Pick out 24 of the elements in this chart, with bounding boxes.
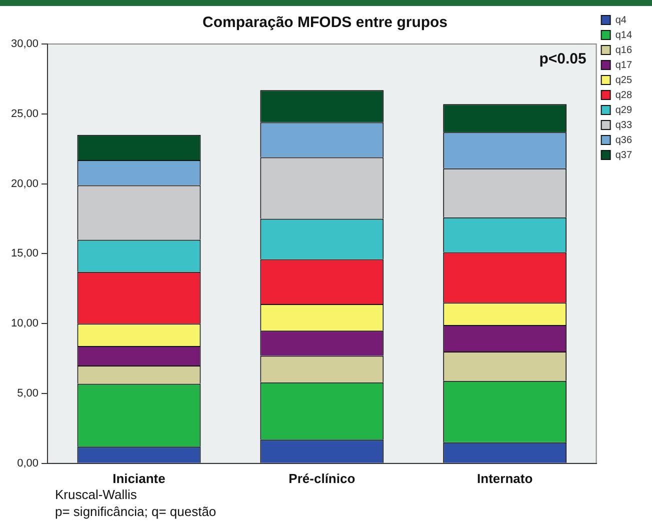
x-tick-label: Internato [477,470,533,486]
legend-label: q25 [615,74,632,86]
y-tick-label: 10,00 [10,318,39,330]
text: Kruscal-Wallis [55,486,138,503]
y-tick-label: 25,00 [10,108,39,120]
legend-label: q17 [615,60,632,71]
legend-label: q28 [615,90,632,101]
legend-label: q37 [615,150,632,161]
x-tick-label: Iniciante [112,470,166,486]
text: p= significância; q= questão [55,503,216,520]
legend-label: q16 [615,44,632,56]
y-tick-label: 30,00 [10,38,39,50]
legend-label: q4 [615,14,627,26]
legend-label: q36 [615,134,632,146]
legend-label: q14 [615,30,632,41]
chart-title: Comparação MFODS entre grupos [202,14,448,32]
y-tick-label: 0,00 [17,457,39,470]
y-tick-label: 5,00 [17,388,39,400]
x-tick-label: Pré-clínico [288,470,356,486]
y-tick-label: 20,00 [10,178,39,190]
annotation: p<0.05 [539,50,586,68]
legend-label: q33 [615,120,632,131]
legend-label: q29 [615,104,632,116]
y-tick-label: 15,00 [10,248,39,260]
